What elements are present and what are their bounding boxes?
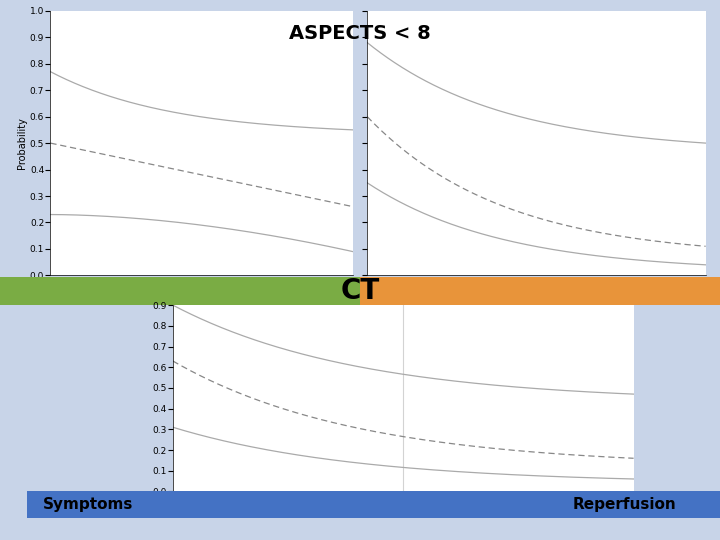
- Text: CT: CT: [341, 277, 379, 305]
- Text: Reperfusion: Reperfusion: [573, 497, 677, 512]
- Text: ASPECTS < 8: ASPECTS < 8: [289, 24, 431, 43]
- Text: Symptoms: Symptoms: [43, 497, 134, 512]
- Y-axis label: Probability: Probability: [17, 117, 27, 169]
- Bar: [360, 277, 720, 305]
- Bar: [0, 277, 360, 305]
